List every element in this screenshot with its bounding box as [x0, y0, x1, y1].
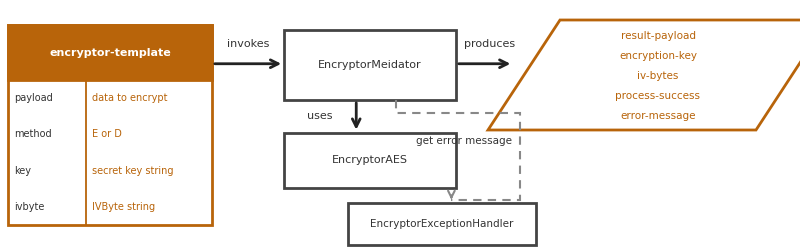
Text: ivbyte: ivbyte	[14, 202, 45, 212]
Text: EncryptorExceptionHandler: EncryptorExceptionHandler	[370, 219, 514, 229]
Text: key: key	[14, 166, 31, 175]
Text: result-payload: result-payload	[621, 31, 695, 41]
Polygon shape	[488, 20, 800, 130]
Text: invokes: invokes	[227, 39, 269, 49]
Text: IVByte string: IVByte string	[92, 202, 155, 212]
Text: iv-bytes: iv-bytes	[638, 71, 678, 81]
Text: method: method	[14, 130, 52, 140]
Text: uses: uses	[306, 111, 332, 121]
Text: EncryptorMeidator: EncryptorMeidator	[318, 60, 422, 70]
FancyBboxPatch shape	[284, 132, 456, 188]
Text: encryptor-template: encryptor-template	[49, 48, 171, 58]
Text: get error message: get error message	[416, 136, 512, 146]
Text: encryption-key: encryption-key	[619, 51, 697, 61]
FancyBboxPatch shape	[348, 202, 536, 245]
Text: produces: produces	[465, 39, 515, 49]
Text: EncryptorAES: EncryptorAES	[332, 155, 408, 165]
FancyBboxPatch shape	[284, 30, 456, 100]
Text: E or D: E or D	[92, 130, 122, 140]
Text: error-message: error-message	[620, 111, 696, 121]
Text: secret key string: secret key string	[92, 166, 174, 175]
Text: process-success: process-success	[615, 91, 701, 101]
Text: payload: payload	[14, 93, 53, 103]
FancyBboxPatch shape	[8, 25, 212, 225]
Text: data to encrypt: data to encrypt	[92, 93, 167, 103]
FancyBboxPatch shape	[8, 25, 212, 80]
